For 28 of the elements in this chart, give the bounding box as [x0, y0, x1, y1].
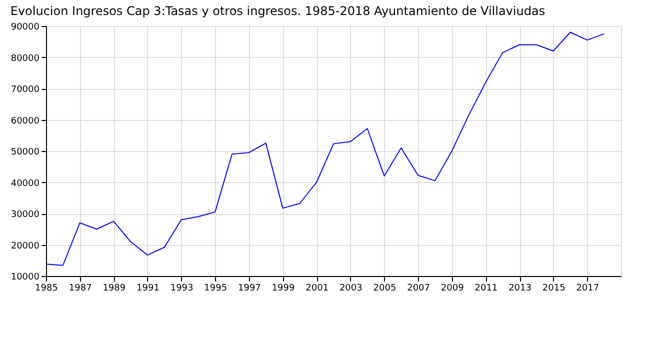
x-tick-label: 2011	[474, 284, 498, 294]
x-tick-label: 1985	[35, 284, 58, 294]
y-tick-label: 50000	[10, 148, 40, 158]
x-tick-label: 1991	[136, 284, 160, 294]
x-tick-label: 2017	[576, 284, 600, 294]
x-tick-label: 2013	[508, 284, 532, 294]
y-tick-label: 90000	[10, 22, 40, 32]
y-tick-label: 70000	[10, 85, 40, 95]
y-tick-label: 20000	[10, 241, 40, 252]
x-tick-label: 1995	[204, 284, 228, 294]
y-tick-label: 40000	[10, 178, 40, 189]
y-tick-label: 10000	[10, 272, 40, 282]
y-tick-label: 30000	[10, 210, 40, 220]
x-tick-label: 1993	[170, 284, 194, 294]
x-tick-label: 2015	[542, 284, 566, 294]
x-tick-label: 1989	[102, 284, 126, 294]
x-tick-label: 1987	[68, 284, 92, 294]
x-tick-label: 2007	[407, 284, 430, 294]
line-series	[46, 32, 605, 266]
x-tick-label: 2001	[306, 284, 329, 294]
x-tick-label: 2005	[373, 284, 396, 294]
x-tick-label: 1999	[272, 284, 295, 294]
y-tick-label: 80000	[10, 54, 40, 64]
x-tick-label: 2003	[339, 284, 362, 294]
x-tick-label: 1997	[238, 284, 261, 294]
x-tick-label: 2009	[440, 284, 464, 294]
chart-title: Evolucion Ingresos Cap 3:Tasas y otros ingresos. 1985-2018 Ayuntamiento de Villaviudas	[10, 4, 546, 18]
y-tick-label: 60000	[10, 116, 40, 126]
